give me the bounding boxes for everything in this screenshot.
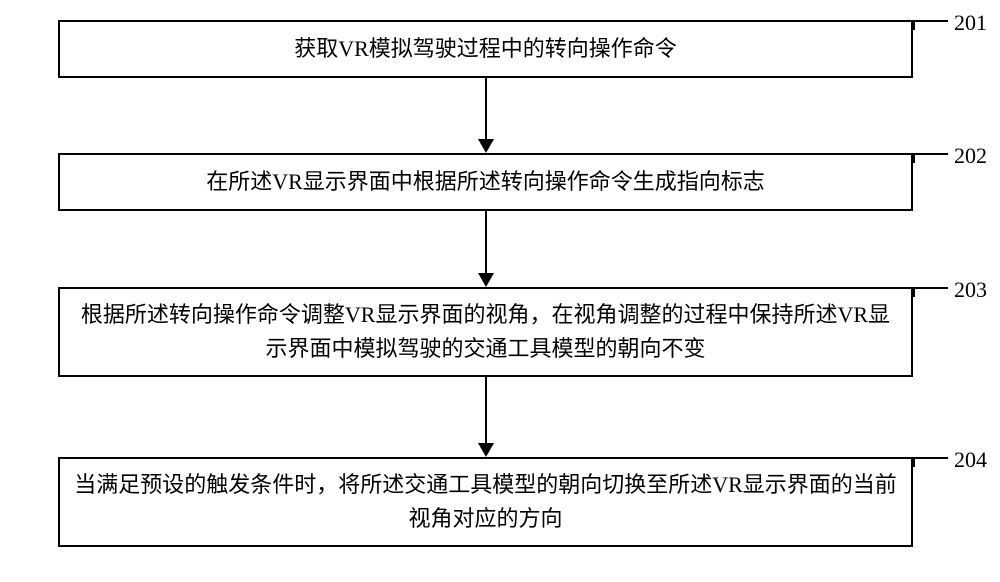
flow-step-4: 当满足预设的触发条件时，将所述交通工具模型的朝向切换至所述VR显示界面的当前视角…: [58, 457, 913, 547]
flow-step-1-text: 获取VR模拟驾驶过程中的转向操作命令: [294, 32, 677, 66]
step-label-3: 203: [954, 277, 987, 303]
flow-step-3-text: 根据所述转向操作命令调整VR显示界面的视角，在视角调整的过程中保持所述VR显示界…: [70, 298, 901, 366]
flow-step-2: 在所述VR显示界面中根据所述转向操作命令生成指向标志: [58, 153, 913, 211]
arrow-1-line: [485, 78, 487, 139]
flow-step-3: 根据所述转向操作命令调整VR显示界面的视角，在视角调整的过程中保持所述VR显示界…: [58, 287, 913, 377]
leader-3-h: [913, 287, 948, 289]
arrow-3-line: [485, 377, 487, 443]
leader-2-h: [913, 153, 948, 155]
leader-1-h: [913, 20, 948, 22]
step-label-2: 202: [954, 143, 987, 169]
step-label-4: 204: [954, 447, 987, 473]
flowchart-canvas: { "diagram": { "type": "flowchart", "bac…: [0, 0, 1000, 582]
flow-step-1: 获取VR模拟驾驶过程中的转向操作命令: [58, 20, 913, 78]
step-label-1: 201: [954, 10, 987, 36]
flow-step-2-text: 在所述VR显示界面中根据所述转向操作命令生成指向标志: [206, 165, 765, 199]
arrow-2-line: [485, 211, 487, 273]
leader-4-h: [913, 457, 948, 459]
arrow-3-head: [478, 443, 494, 457]
arrow-1-head: [478, 139, 494, 153]
flow-step-4-text: 当满足预设的触发条件时，将所述交通工具模型的朝向切换至所述VR显示界面的当前视角…: [70, 468, 901, 536]
arrow-2-head: [478, 273, 494, 287]
